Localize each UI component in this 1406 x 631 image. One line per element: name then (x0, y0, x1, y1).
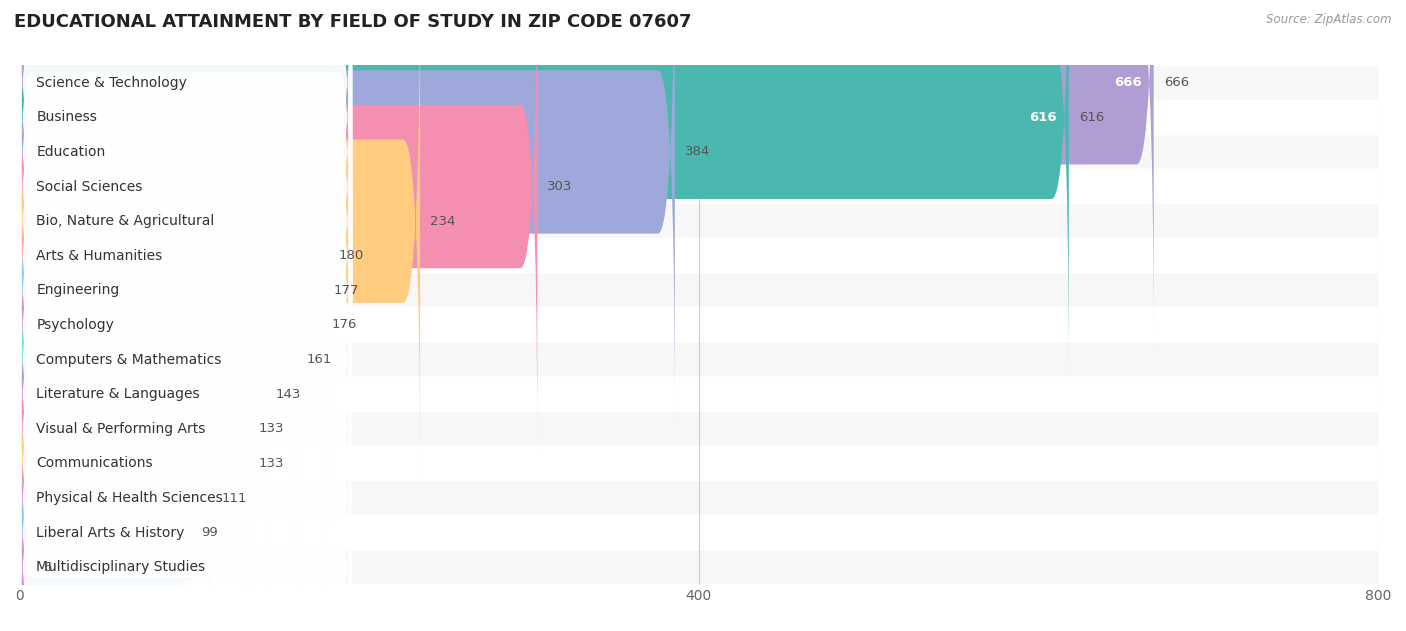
Text: 180: 180 (339, 249, 364, 262)
FancyBboxPatch shape (18, 0, 352, 418)
FancyBboxPatch shape (18, 232, 352, 631)
FancyBboxPatch shape (20, 516, 1378, 549)
Text: 161: 161 (307, 353, 332, 366)
Text: Physical & Health Sciences: Physical & Health Sciences (37, 491, 224, 505)
FancyBboxPatch shape (18, 0, 352, 453)
Text: 6: 6 (44, 561, 52, 574)
Text: Business: Business (37, 110, 97, 124)
FancyBboxPatch shape (20, 481, 1378, 515)
FancyBboxPatch shape (20, 170, 1378, 203)
FancyBboxPatch shape (18, 0, 352, 349)
FancyBboxPatch shape (20, 447, 1378, 480)
FancyBboxPatch shape (15, 26, 323, 555)
FancyBboxPatch shape (20, 101, 1378, 134)
FancyBboxPatch shape (20, 274, 1378, 307)
FancyBboxPatch shape (20, 412, 1378, 445)
Text: 303: 303 (547, 180, 572, 193)
FancyBboxPatch shape (15, 95, 297, 624)
FancyBboxPatch shape (20, 204, 1378, 238)
FancyBboxPatch shape (20, 239, 1378, 273)
FancyBboxPatch shape (18, 93, 352, 557)
FancyBboxPatch shape (15, 233, 211, 631)
Text: 666: 666 (1114, 76, 1142, 89)
Text: 133: 133 (259, 457, 284, 470)
Text: 177: 177 (333, 284, 359, 297)
FancyBboxPatch shape (15, 199, 249, 631)
FancyBboxPatch shape (15, 0, 675, 416)
FancyBboxPatch shape (20, 377, 1378, 411)
Text: Source: ZipAtlas.com: Source: ZipAtlas.com (1267, 13, 1392, 26)
FancyBboxPatch shape (18, 0, 352, 384)
FancyBboxPatch shape (18, 163, 352, 626)
FancyBboxPatch shape (15, 303, 32, 631)
FancyBboxPatch shape (20, 551, 1378, 584)
FancyBboxPatch shape (15, 0, 329, 520)
FancyBboxPatch shape (18, 24, 352, 487)
FancyBboxPatch shape (18, 301, 352, 631)
FancyBboxPatch shape (20, 343, 1378, 376)
Text: 143: 143 (276, 387, 301, 401)
Text: Bio, Nature & Agricultural: Bio, Nature & Agricultural (37, 214, 215, 228)
Text: Arts & Humanities: Arts & Humanities (37, 249, 163, 262)
FancyBboxPatch shape (15, 165, 249, 631)
Text: 111: 111 (221, 492, 247, 505)
Text: 99: 99 (201, 526, 218, 539)
Text: EDUCATIONAL ATTAINMENT BY FIELD OF STUDY IN ZIP CODE 07607: EDUCATIONAL ATTAINMENT BY FIELD OF STUDY… (14, 13, 692, 31)
Text: Communications: Communications (37, 456, 153, 470)
Text: Literature & Languages: Literature & Languages (37, 387, 200, 401)
Text: Computers & Mathematics: Computers & Mathematics (37, 353, 222, 367)
Text: Education: Education (37, 145, 105, 159)
FancyBboxPatch shape (20, 136, 1378, 168)
FancyBboxPatch shape (15, 0, 1154, 347)
Text: Social Sciences: Social Sciences (37, 180, 143, 194)
Text: 666: 666 (1164, 76, 1189, 89)
Text: 133: 133 (259, 422, 284, 435)
FancyBboxPatch shape (15, 0, 537, 451)
FancyBboxPatch shape (15, 130, 266, 631)
FancyBboxPatch shape (20, 66, 1378, 100)
FancyBboxPatch shape (18, 336, 352, 631)
FancyBboxPatch shape (18, 59, 352, 522)
FancyBboxPatch shape (15, 0, 420, 486)
Text: Engineering: Engineering (37, 283, 120, 297)
Text: Psychology: Psychology (37, 318, 114, 332)
Text: Multidisciplinary Studies: Multidisciplinary Studies (37, 560, 205, 574)
FancyBboxPatch shape (18, 0, 352, 314)
FancyBboxPatch shape (20, 309, 1378, 341)
FancyBboxPatch shape (18, 266, 352, 631)
Text: Liberal Arts & History: Liberal Arts & History (37, 526, 184, 540)
Text: Science & Technology: Science & Technology (37, 76, 187, 90)
Text: 234: 234 (430, 215, 456, 228)
FancyBboxPatch shape (15, 268, 191, 631)
FancyBboxPatch shape (15, 0, 1069, 382)
FancyBboxPatch shape (18, 197, 352, 631)
Text: 616: 616 (1029, 111, 1057, 124)
Text: 616: 616 (1078, 111, 1104, 124)
Text: Visual & Performing Arts: Visual & Performing Arts (37, 422, 205, 436)
Text: 176: 176 (332, 319, 357, 331)
FancyBboxPatch shape (15, 61, 322, 589)
FancyBboxPatch shape (18, 128, 352, 591)
Text: 384: 384 (685, 146, 710, 158)
